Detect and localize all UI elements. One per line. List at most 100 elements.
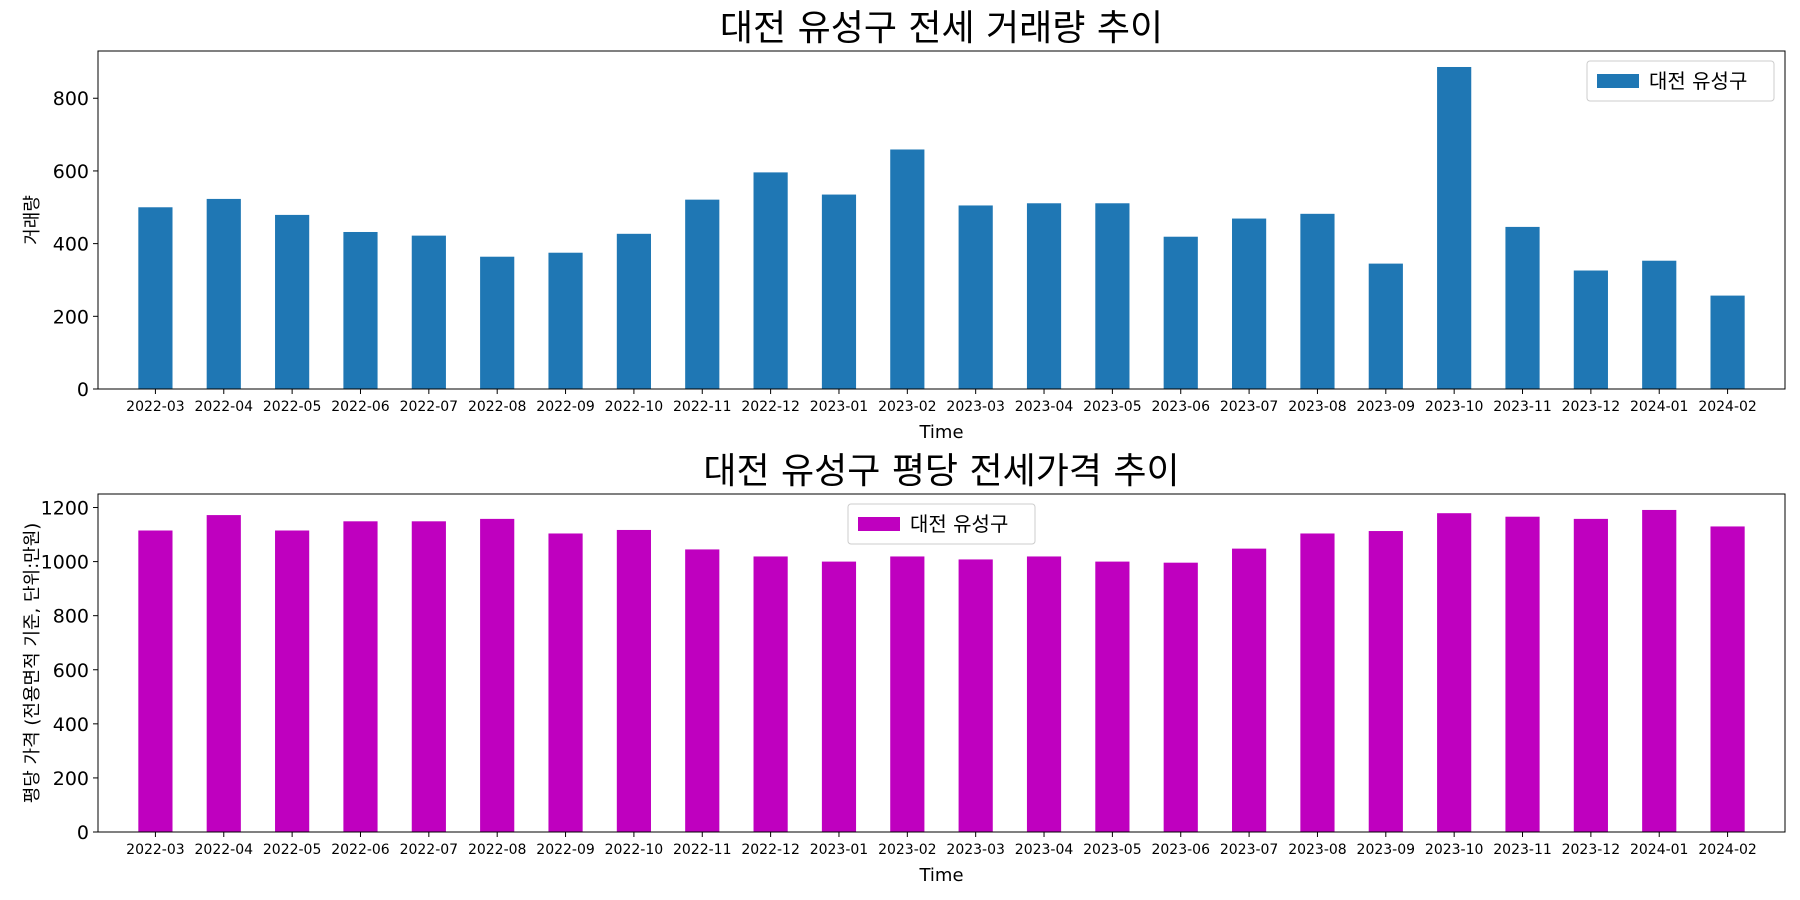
x-tick-label: 2022-05 <box>263 399 322 415</box>
x-tick-label: 2023-12 <box>1562 399 1621 415</box>
bar-2022-12 <box>753 172 788 389</box>
x-tick-label: 2023-06 <box>1151 842 1210 858</box>
y-axis-label: 거래량 <box>22 195 43 245</box>
y-tick-label: 1000 <box>41 552 89 574</box>
legend-swatch <box>1597 74 1639 88</box>
bar-2023-06 <box>1163 236 1198 389</box>
y-tick-label: 200 <box>53 768 89 790</box>
bar-2022-11 <box>685 549 720 832</box>
x-tick-label: 2022-11 <box>673 399 732 415</box>
bar-2022-09 <box>548 252 583 389</box>
x-axis-ticks: 2022-03 2022-04 2022-05 2022-06 2022-07 2022-… <box>126 389 1757 415</box>
bar-2023-01 <box>821 194 857 389</box>
x-axis-label: Time <box>918 865 963 886</box>
bar-2023-10 <box>1437 66 1472 390</box>
x-axis-ticks: 2022-03 2022-04 2022-05 2022-06 2022-07 2022-… <box>126 832 1757 858</box>
x-tick-label: 2022-12 <box>741 399 800 415</box>
y-tick-label: 0 <box>77 379 89 401</box>
axes-frame <box>97 493 1786 833</box>
bar-2022-12 <box>753 556 788 832</box>
x-tick-label: 2023-01 <box>810 399 869 415</box>
x-tick-label: 2022-10 <box>605 399 664 415</box>
x-tick-label: 2023-09 <box>1357 399 1416 415</box>
x-tick-label: 2022-11 <box>673 842 732 858</box>
bar-2023-12 <box>1573 270 1608 389</box>
y-tick-label: 600 <box>53 660 89 682</box>
bar-2023-05 <box>1095 561 1130 832</box>
axes-frame <box>97 50 1786 390</box>
bar-2022-11 <box>685 199 720 389</box>
chart-title: 대전 유성구 전세 거래량 추이 <box>720 8 1163 49</box>
y-axis-ticks: 0 200 400 600 800 <box>53 88 98 401</box>
bar-2022-08 <box>480 256 515 389</box>
x-tick-label: 2024-01 <box>1630 399 1689 415</box>
chart-title: 대전 유성구 평당 전세가격 추이 <box>703 451 1179 492</box>
x-tick-label: 2022-07 <box>400 399 459 415</box>
bar-2023-01 <box>821 561 857 832</box>
x-tick-label: 2023-08 <box>1288 399 1347 415</box>
bar-2022-04 <box>206 515 241 832</box>
bar-2022-03 <box>138 207 173 389</box>
bar-2023-12 <box>1573 518 1608 832</box>
bar-2022-07 <box>411 521 446 832</box>
bar-2023-02 <box>890 149 925 389</box>
bar-group <box>138 66 1745 390</box>
bar-2023-10 <box>1437 513 1472 832</box>
x-tick-label: 2022-05 <box>263 842 322 858</box>
x-tick-label: 2023-10 <box>1425 842 1484 858</box>
bar-2023-11 <box>1505 516 1540 832</box>
bar-2023-07 <box>1232 548 1267 832</box>
price-per-pyeong-chart: 대전 유성구 평당 전세가격 추이 020040060080010001200 … <box>22 451 1786 886</box>
y-tick-label: 800 <box>53 88 89 110</box>
bar-2022-09 <box>548 533 583 832</box>
x-tick-label: 2024-02 <box>1698 842 1757 858</box>
x-tick-label: 2023-06 <box>1151 399 1210 415</box>
x-tick-label: 2023-07 <box>1220 399 1279 415</box>
x-tick-label: 2022-09 <box>536 842 595 858</box>
bar-2022-07 <box>411 235 446 389</box>
bar-2023-04 <box>1026 556 1062 832</box>
legend-swatch <box>858 517 900 531</box>
bar-2022-08 <box>480 518 515 832</box>
x-tick-label: 2022-08 <box>468 842 527 858</box>
legend-box <box>847 503 1036 545</box>
x-tick-label: 2023-12 <box>1562 842 1621 858</box>
x-tick-label: 2023-11 <box>1493 842 1552 858</box>
y-tick-label: 400 <box>53 234 89 256</box>
x-tick-label: 2023-01 <box>810 842 869 858</box>
x-tick-label: 2023-10 <box>1425 399 1484 415</box>
y-tick-label: 600 <box>53 161 89 183</box>
legend: 대전 유성구 <box>847 503 1036 545</box>
bar-2023-03 <box>958 205 993 389</box>
x-tick-label: 2022-08 <box>468 399 527 415</box>
x-tick-label: 2023-02 <box>878 842 937 858</box>
y-tick-label: 200 <box>53 306 89 328</box>
x-tick-label: 2023-09 <box>1357 842 1416 858</box>
x-tick-label: 2023-04 <box>1015 399 1074 415</box>
x-tick-label: 2022-04 <box>195 399 254 415</box>
bar-2024-01 <box>1642 260 1677 389</box>
x-axis-label: Time <box>918 422 963 443</box>
bar-2023-04 <box>1026 203 1062 389</box>
bar-2022-06 <box>343 521 378 832</box>
bar-2022-06 <box>343 231 378 389</box>
bar-2022-05 <box>275 530 310 832</box>
bar-2022-10 <box>616 529 651 832</box>
x-tick-label: 2023-03 <box>946 842 1005 858</box>
y-tick-label: 0 <box>77 822 89 844</box>
x-tick-label: 2023-05 <box>1083 399 1142 415</box>
x-tick-label: 2023-07 <box>1220 842 1279 858</box>
bar-2023-03 <box>958 559 993 832</box>
x-tick-label: 2023-05 <box>1083 842 1142 858</box>
bar-2023-08 <box>1300 213 1335 389</box>
x-tick-label: 2024-01 <box>1630 842 1689 858</box>
bar-2023-11 <box>1505 226 1540 389</box>
x-tick-label: 2022-06 <box>331 399 390 415</box>
bar-group <box>138 509 1745 832</box>
x-tick-label: 2023-08 <box>1288 842 1347 858</box>
x-tick-label: 2023-03 <box>946 399 1005 415</box>
x-tick-label: 2023-04 <box>1015 842 1074 858</box>
